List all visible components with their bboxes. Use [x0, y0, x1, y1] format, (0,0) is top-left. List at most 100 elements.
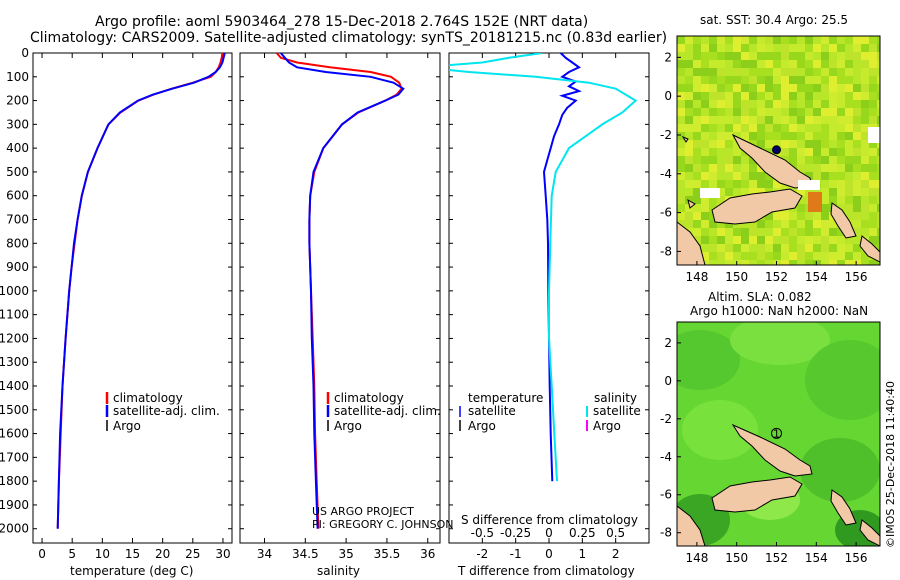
sst-cell — [725, 36, 733, 44]
sst-cell — [677, 164, 685, 172]
sst-cell — [717, 76, 725, 84]
sst-warm-patch — [808, 192, 822, 212]
sla-land-new-ireland — [731, 423, 813, 477]
sst-cell — [685, 100, 693, 108]
salinity-legend: climatology satellite-adj. clim. Argo — [326, 391, 441, 433]
sst-cell — [861, 220, 869, 228]
x-tick-label: 0 — [545, 547, 553, 561]
sst-cell — [741, 164, 749, 172]
project-credit: US ARGO PROJECT — [312, 505, 414, 518]
sst-cell — [853, 100, 861, 108]
sst-cell — [845, 124, 853, 132]
sst-cell — [773, 36, 781, 44]
lat-tick-label: -6 — [660, 206, 672, 220]
sst-cell — [789, 52, 797, 60]
sst-cell — [677, 76, 685, 84]
sst-cell — [805, 252, 813, 260]
sst-cell — [773, 212, 781, 220]
sla-map-title-line1: Altim. SLA: 0.082 — [708, 290, 812, 304]
sst-cell — [853, 108, 861, 116]
sst-cell — [829, 124, 837, 132]
sst-cell — [701, 116, 709, 124]
sst-cell — [797, 36, 805, 44]
depth-axis: 0 100 200 300 400 500 600 700 800 900 1000 1100 1200… — [0, 46, 649, 536]
sst-nodata-patch — [700, 188, 720, 198]
sst-cell — [749, 116, 757, 124]
sst-cell — [869, 212, 877, 220]
sst-cell — [861, 188, 869, 196]
sst-cell — [837, 68, 845, 76]
sst-cell — [781, 132, 789, 140]
sst-cell — [829, 52, 837, 60]
sst-cell — [749, 244, 757, 252]
sst-cell — [709, 92, 717, 100]
sst-cell — [757, 44, 765, 52]
sst-cell — [837, 148, 845, 156]
sst-cell — [821, 212, 829, 220]
sst-cell — [837, 188, 845, 196]
sst-cell — [829, 196, 837, 204]
sst-cell — [877, 188, 880, 196]
sla-anomaly — [682, 400, 758, 460]
depth-tick-label: 1100 — [0, 308, 29, 322]
sst-cell — [733, 44, 741, 52]
sst-cell — [709, 156, 717, 164]
sst-cell — [797, 204, 805, 212]
series-line-climatology — [275, 53, 403, 529]
sst-cell — [725, 260, 733, 265]
sst-cell — [837, 84, 845, 92]
sst-cell — [709, 180, 717, 188]
sst-cell — [829, 44, 837, 52]
sst-cell — [709, 172, 717, 180]
sst-cell — [749, 180, 757, 188]
sst-cell — [837, 92, 845, 100]
sst-cell — [741, 76, 749, 84]
sst-cell — [749, 44, 757, 52]
sst-cell — [821, 252, 829, 260]
sst-cell — [717, 100, 725, 108]
sst-cell — [861, 228, 869, 236]
sst-cell — [869, 116, 877, 124]
sst-cell — [757, 124, 765, 132]
sst-cell — [813, 84, 821, 92]
sst-cell — [821, 148, 829, 156]
sst-cell — [853, 156, 861, 164]
sst-cell — [789, 228, 797, 236]
sst-cell — [861, 196, 869, 204]
sst-cell — [797, 236, 805, 244]
depth-tick-label: 300 — [6, 117, 29, 131]
sst-cell — [765, 44, 773, 52]
sst-cell — [813, 76, 821, 84]
sst-cell — [821, 220, 829, 228]
sst-cell — [805, 124, 813, 132]
sst-cell — [725, 220, 733, 228]
sst-cell — [821, 180, 829, 188]
sst-cell — [861, 44, 869, 52]
sst-cell — [869, 204, 877, 212]
sst-cell — [693, 76, 701, 84]
sst-cell — [813, 260, 821, 265]
sst-cell — [749, 252, 757, 260]
sst-cell — [813, 68, 821, 76]
sst-cell — [701, 92, 709, 100]
sst-cell — [877, 76, 880, 84]
sst-cell — [733, 124, 741, 132]
sst-cell — [741, 172, 749, 180]
sst-cell — [725, 244, 733, 252]
sst-cell — [869, 108, 877, 116]
sst-cell — [717, 140, 725, 148]
sst-cell — [869, 220, 877, 228]
sst-cell — [861, 180, 869, 188]
sst-cell — [733, 180, 741, 188]
sst-cell — [845, 116, 853, 124]
sst-cell — [741, 124, 749, 132]
sst-cell — [709, 148, 717, 156]
sst-cell — [701, 212, 709, 220]
sst-cell — [845, 60, 853, 68]
sst-cell — [717, 132, 725, 140]
sst-cell — [853, 204, 861, 212]
temperature-series — [56, 53, 226, 529]
sst-cell — [821, 44, 829, 52]
sst-cell — [821, 60, 829, 68]
sst-cell — [821, 84, 829, 92]
